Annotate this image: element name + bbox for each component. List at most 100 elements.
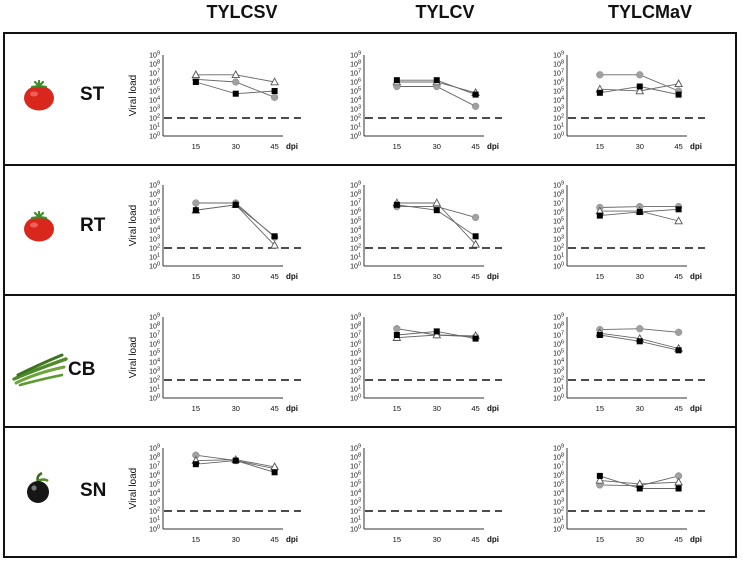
- x-tick-label: 15: [192, 272, 200, 281]
- x-tick-label: 30: [636, 142, 644, 151]
- x-tick-label: 30: [232, 404, 240, 413]
- y-tick-label: 102: [350, 244, 361, 253]
- y-tick-label: 109: [553, 444, 564, 453]
- data-point-triangle: [270, 240, 279, 249]
- data-point-circle: [471, 213, 480, 222]
- x-tick-label: 45: [674, 404, 682, 413]
- y-tick-label: 108: [350, 453, 361, 462]
- y-tick-label: 107: [149, 331, 160, 340]
- data-point-triangle: [635, 86, 645, 95]
- y-tick-label: 108: [149, 190, 160, 199]
- data-point-square: [271, 469, 278, 476]
- x-tick-label: 45: [270, 404, 278, 413]
- data-point-square: [675, 347, 682, 354]
- y-tick-label: 107: [149, 199, 160, 208]
- data-point-square: [393, 332, 400, 338]
- y-tick-label: 101: [149, 516, 160, 525]
- y-tick-label: 109: [553, 181, 564, 190]
- tomato-icon: [22, 210, 56, 248]
- y-tick-label: 103: [149, 105, 160, 114]
- data-point-square: [192, 207, 199, 214]
- x-axis-label: dpi: [487, 142, 499, 151]
- data-point-square: [472, 335, 479, 342]
- y-tick-label: 106: [553, 78, 564, 87]
- x-tick-label: 45: [270, 272, 278, 281]
- y-axis-label: Viral load: [128, 337, 139, 379]
- y-tick-label: 108: [149, 60, 160, 69]
- x-tick-label: 45: [471, 404, 479, 413]
- y-tick-label: 105: [350, 217, 361, 226]
- data-point-triangle: [270, 77, 279, 86]
- host-st: ST: [22, 72, 117, 132]
- host-sn: SN: [22, 466, 117, 526]
- y-tick-label: 105: [149, 349, 160, 358]
- y-tick-label: 105: [149, 480, 160, 489]
- data-point-square: [636, 338, 643, 345]
- y-tick-label: 101: [553, 253, 564, 262]
- column-header-tylcmav: TYLCMaV: [607, 2, 692, 22]
- y-tick-label: 102: [149, 507, 160, 516]
- y-tick-label: 108: [149, 453, 160, 462]
- y-tick-label: 105: [553, 217, 564, 226]
- host-cb: CB: [12, 335, 117, 395]
- y-tick-label: 106: [350, 78, 361, 87]
- data-point-square: [472, 91, 479, 98]
- x-tick-label: 45: [674, 142, 682, 151]
- x-tick-label: 30: [636, 535, 644, 544]
- y-tick-label: 104: [350, 96, 361, 105]
- data-point-square: [636, 83, 643, 90]
- host-rt: RT: [22, 203, 117, 263]
- x-tick-label: 30: [232, 272, 240, 281]
- x-tick-label: 15: [393, 142, 401, 151]
- x-axis-label: dpi: [690, 535, 702, 544]
- y-tick-label: 104: [553, 96, 564, 105]
- data-point-square: [675, 91, 682, 98]
- host-label-sn: SN: [80, 480, 107, 501]
- row-panel-rt: [3, 164, 737, 296]
- y-axis-label: Viral load: [128, 468, 139, 510]
- x-tick-label: 30: [232, 535, 240, 544]
- y-tick-label: 100: [553, 525, 564, 534]
- y-tick-label: 109: [350, 51, 361, 60]
- y-tick-label: 108: [350, 322, 361, 331]
- series-line-series_b: [195, 204, 275, 246]
- y-tick-label: 101: [350, 253, 361, 262]
- bean-pods-icon: [12, 353, 68, 392]
- y-tick-label: 100: [149, 262, 160, 271]
- y-tick-label: 103: [350, 498, 361, 507]
- x-axis-label: dpi: [286, 142, 298, 151]
- y-tick-label: 100: [553, 132, 564, 141]
- data-point-triangle: [191, 70, 201, 79]
- data-point-triangle: [432, 330, 442, 339]
- y-tick-label: 101: [350, 123, 361, 132]
- y-tick-label: 100: [149, 132, 160, 141]
- y-tick-label: 103: [149, 235, 160, 244]
- y-tick-label: 102: [350, 376, 361, 385]
- y-axis-label: Viral load: [128, 205, 139, 247]
- y-tick-label: 105: [350, 480, 361, 489]
- y-tick-label: 106: [149, 208, 160, 217]
- x-axis-label: dpi: [690, 142, 702, 151]
- data-point-circle: [393, 325, 401, 333]
- y-tick-label: 101: [350, 516, 361, 525]
- data-point-circle: [636, 71, 644, 79]
- x-axis-label: dpi: [690, 272, 702, 281]
- data-point-square: [271, 233, 278, 240]
- data-point-triangle: [471, 239, 480, 248]
- y-tick-label: 102: [350, 507, 361, 516]
- data-point-square: [596, 212, 603, 219]
- column-header-tylcv: TYLCV: [415, 2, 475, 22]
- y-tick-label: 100: [350, 262, 361, 271]
- x-axis-label: dpi: [690, 404, 702, 413]
- y-tick-label: 108: [553, 453, 564, 462]
- row-panel-sn: [3, 426, 737, 558]
- data-point-square: [433, 77, 440, 84]
- y-tick-label: 109: [350, 181, 361, 190]
- y-tick-label: 100: [350, 525, 361, 534]
- y-tick-label: 107: [350, 69, 361, 78]
